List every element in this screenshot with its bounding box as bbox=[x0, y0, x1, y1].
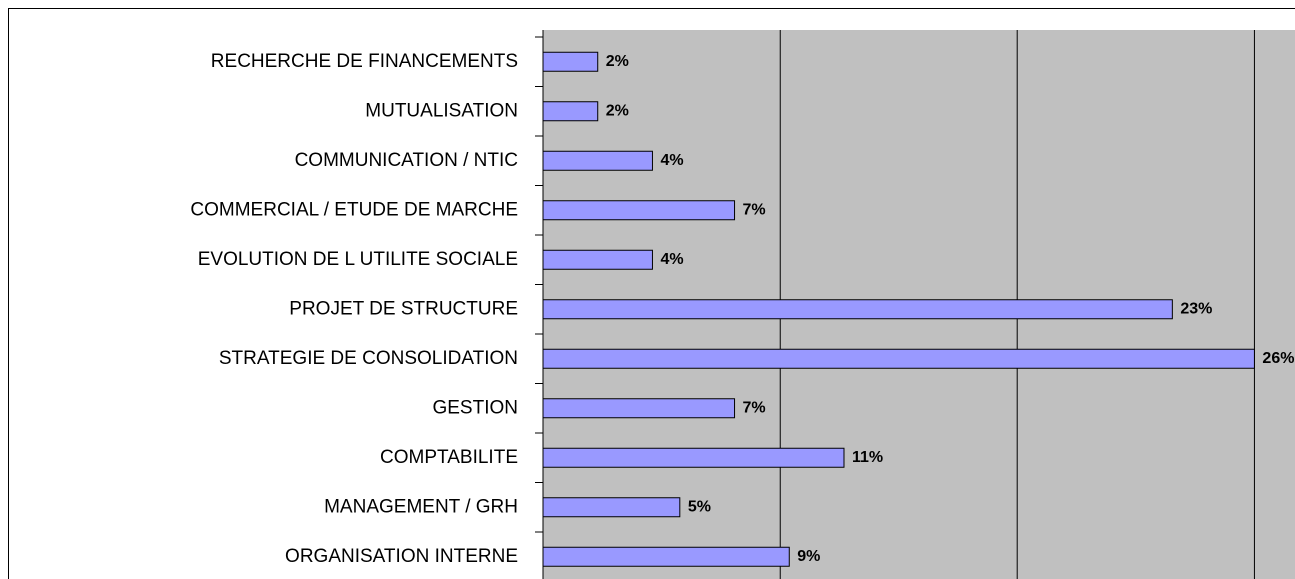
y-tick-label: MUTUALISATION bbox=[365, 100, 518, 121]
y-tick-label: COMPTABILITE bbox=[380, 447, 518, 468]
bar bbox=[542, 447, 845, 468]
data-label: 9% bbox=[797, 548, 820, 565]
bar bbox=[542, 101, 599, 122]
data-label: 5% bbox=[688, 498, 711, 515]
y-tick-label: COMMERCIAL / ETUDE DE MARCHE bbox=[190, 199, 518, 220]
y-tick-label: ORGANISATION INTERNE bbox=[285, 546, 518, 567]
data-label: 11% bbox=[852, 449, 883, 466]
data-label: 7% bbox=[743, 201, 766, 218]
bar bbox=[542, 249, 653, 270]
data-label: 4% bbox=[660, 251, 683, 268]
y-tick-label: GESTION bbox=[432, 397, 518, 418]
bar bbox=[542, 299, 1173, 320]
data-label: 2% bbox=[606, 53, 629, 70]
data-label: 26% bbox=[1262, 350, 1294, 367]
bar bbox=[542, 348, 1255, 369]
y-tick-label: COMMUNICATION / NTIC bbox=[295, 150, 518, 171]
bar bbox=[542, 398, 736, 419]
bar bbox=[542, 200, 736, 221]
bar bbox=[542, 150, 653, 171]
bar bbox=[542, 546, 790, 567]
data-label: 4% bbox=[660, 152, 683, 169]
y-tick-label: RECHERCHE DE FINANCEMENTS bbox=[211, 51, 518, 72]
y-tick-label: EVOLUTION DE L UTILITE SOCIALE bbox=[198, 249, 518, 270]
data-label: 23% bbox=[1180, 300, 1212, 317]
bar bbox=[542, 497, 681, 518]
y-tick-label: MANAGEMENT / GRH bbox=[324, 496, 518, 517]
data-label: 7% bbox=[743, 399, 766, 416]
data-label: 2% bbox=[606, 102, 629, 119]
y-tick-label: PROJET DE STRUCTURE bbox=[289, 298, 518, 319]
y-tick-label: STRATEGIE DE CONSOLIDATION bbox=[219, 348, 518, 369]
bar bbox=[542, 51, 599, 72]
